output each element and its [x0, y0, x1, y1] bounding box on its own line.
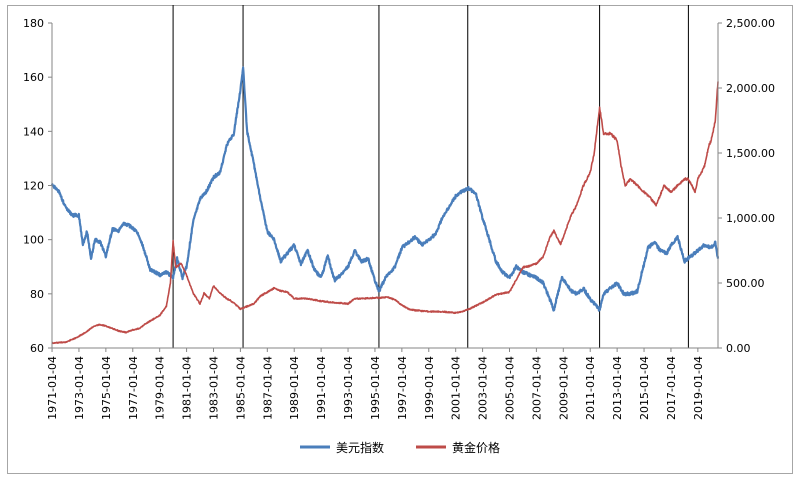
- y-right-tick-label: 1,500.00: [726, 147, 775, 160]
- x-tick-label: 2005-01-04: [503, 356, 516, 420]
- x-tick-label: 1983-01-04: [207, 356, 220, 420]
- x-tick-label: 1997-01-04: [396, 356, 409, 420]
- y-right-tick-label: 0.00: [726, 342, 751, 355]
- x-tick-label: 1981-01-04: [181, 356, 194, 420]
- y-left-tick-label: 140: [23, 125, 44, 138]
- y-left-tick-label: 180: [23, 17, 44, 30]
- legend: 美元指数 黄金价格: [300, 440, 500, 455]
- y-left-tick-label: 120: [23, 180, 44, 193]
- x-tick-label: 2003-01-04: [477, 356, 490, 420]
- event-markers: [172, 5, 689, 348]
- series-layer: [50, 66, 720, 345]
- x-tick-label: 1979-01-04: [154, 356, 167, 420]
- x-tick-label: 1975-01-04: [100, 356, 113, 420]
- x-tick-label: 1985-01-04: [234, 356, 247, 420]
- y-left-tick-label: 160: [23, 71, 44, 84]
- x-tick-label: 2013-01-04: [611, 356, 624, 420]
- x-tick-label: 2001-01-04: [450, 356, 463, 420]
- y-left-tick-label: 80: [30, 288, 44, 301]
- x-tick-label: 2015-01-04: [638, 356, 651, 420]
- x-tick-label: 1973-01-04: [73, 356, 86, 420]
- series-line-gold-price: [51, 81, 719, 345]
- legend-label-dollar-index: 美元指数: [336, 440, 384, 455]
- x-tick-label: 2017-01-04: [665, 356, 678, 420]
- y-right-tick-label: 1,000.00: [726, 212, 775, 225]
- x-tick-label: 2019-01-04: [692, 356, 705, 420]
- x-tick-label: 2011-01-04: [584, 356, 597, 420]
- legend-label-gold-price: 黄金价格: [452, 440, 500, 455]
- y-left-tick-label: 60: [30, 342, 44, 355]
- y-right-tick-label: 500.00: [726, 277, 765, 290]
- x-tick-label: 1999-01-04: [423, 356, 436, 420]
- x-tick-label: 2007-01-04: [530, 356, 543, 420]
- x-tick-label: 1991-01-04: [315, 356, 328, 420]
- x-tick-label: 1993-01-04: [342, 356, 355, 420]
- y-right-tick-label: 2,500.00: [726, 17, 775, 30]
- x-tick-label: 1995-01-04: [369, 356, 382, 420]
- x-tick-label: 1987-01-04: [261, 356, 274, 420]
- x-tick-label: 1971-01-04: [46, 356, 59, 420]
- x-tick-label: 2009-01-04: [557, 356, 570, 420]
- y-left-tick-label: 100: [23, 234, 44, 247]
- x-tick-label: 1989-01-04: [288, 356, 301, 420]
- axes-layer: 60 80 100 120 140 160 180 0.00 500.00 1,000.00 1,5…: [23, 17, 775, 420]
- y-right-tick-label: 2,000.00: [726, 82, 775, 95]
- x-tick-label: 1977-01-04: [127, 356, 140, 420]
- chart-frame: [7, 5, 793, 474]
- series-line-dollar-index: [50, 66, 720, 312]
